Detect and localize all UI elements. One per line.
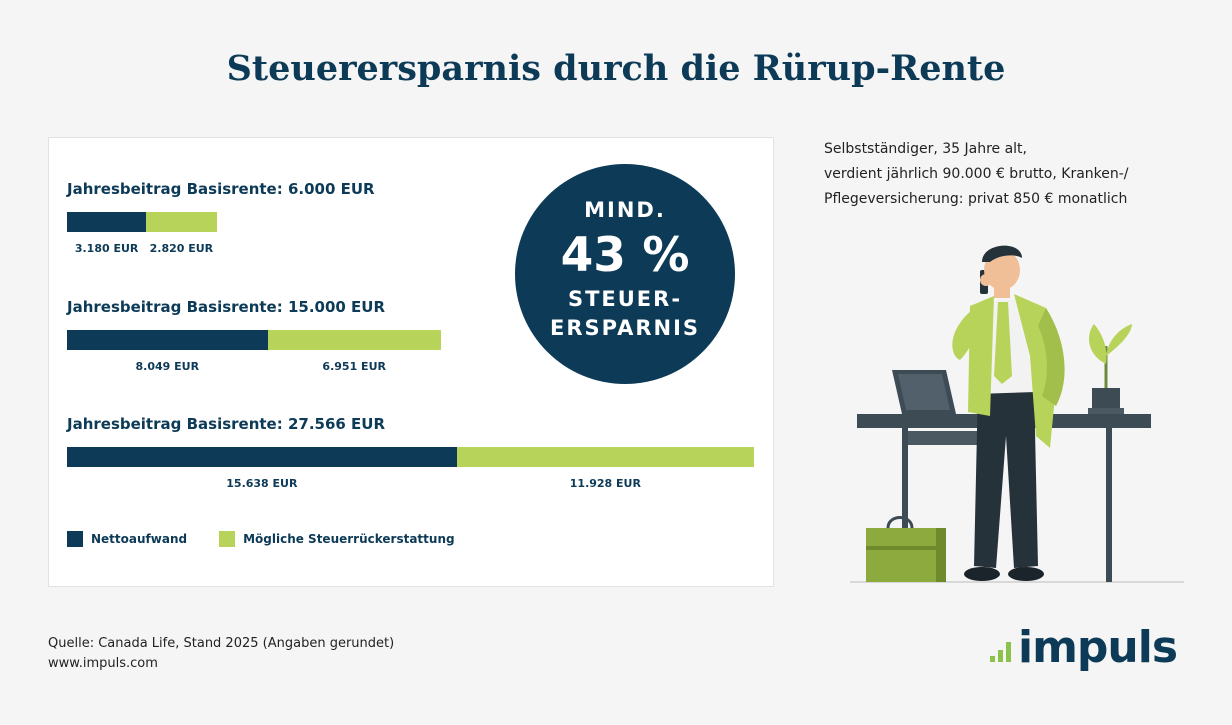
legend-swatch-nettoaufwand	[67, 531, 83, 547]
highlight-label: STEUER- ERSPARNIS	[515, 285, 735, 343]
source-note: Quelle: Canada Life, Stand 2025 (Angaben…	[48, 634, 394, 674]
bar-value-label: 3.180 EUR	[74, 242, 139, 255]
source-line: Quelle: Canada Life, Stand 2025 (Angaben…	[48, 636, 395, 651]
savings-highlight-circle: MIND. 43 % STEUER- ERSPARNIS	[515, 164, 735, 384]
bar-value-label: 11.928 EUR	[569, 477, 641, 490]
highlight-percentage: 43 %	[560, 228, 690, 283]
source-url: www.impuls.com	[48, 656, 158, 671]
bar-group-title-1: Jahresbeitrag Basisrente: 6.000 EUR	[67, 180, 375, 198]
highlight-line-steuer: STEUER-	[567, 287, 683, 311]
logo-wordmark: impuls	[1018, 622, 1178, 673]
legend-item-nettoaufwand: Nettoaufwand	[67, 531, 187, 547]
bar-segment-steuerrueckerstattung	[146, 212, 217, 232]
description-line-3: Pflegeversicherung: privat 850 € monatli…	[824, 191, 1128, 207]
description-line-2: verdient jährlich 90.000 € brutto, Krank…	[824, 166, 1129, 182]
bar-segment-nettoaufwand	[67, 330, 268, 350]
stacked-bar-1	[67, 212, 217, 232]
bar-segment-nettoaufwand	[67, 447, 457, 467]
bar-value-label: 15.638 EUR	[226, 477, 298, 490]
chart-legend: Nettoaufwand Mögliche Steuerrückerstattu…	[67, 531, 487, 547]
legend-label-steuerrueckerstattung: Mögliche Steuerrückerstattung	[243, 532, 455, 546]
logo-bars-icon	[990, 642, 1014, 662]
highlight-line-ersparnis: ERSPARNIS	[549, 316, 701, 340]
bar-segment-steuerrueckerstattung	[456, 447, 754, 467]
stacked-bar-3	[67, 447, 754, 467]
bar-segment-steuerrueckerstattung	[267, 330, 441, 350]
bar-group-title-3: Jahresbeitrag Basisrente: 27.566 EUR	[67, 415, 386, 433]
bar-value-label: 6.951 EUR	[322, 360, 386, 373]
legend-item-steuerrueckerstattung: Mögliche Steuerrückerstattung	[219, 531, 455, 547]
impuls-logo: impuls	[990, 622, 1178, 673]
legend-swatch-steuerrueckerstattung	[219, 531, 236, 547]
bar-value-label: 2.820 EUR	[149, 242, 214, 255]
description-line-1: Selbstständiger, 35 Jahre alt,	[824, 141, 1027, 157]
page-title: Steuerersparnis durch die Rürup-Rente	[226, 48, 1006, 89]
legend-label-nettoaufwand: Nettoaufwand	[91, 532, 188, 546]
bar-segment-nettoaufwand	[67, 212, 147, 232]
bar-value-label: 8.049 EUR	[135, 360, 200, 373]
bar-group-title-2: Jahresbeitrag Basisrente: 15.000 EUR	[67, 298, 386, 316]
stacked-bar-2	[67, 330, 441, 350]
businessman-at-desk-phone-icon	[850, 245, 1184, 583]
scenario-description: Selbstständiger, 35 Jahre alt, verdient …	[824, 137, 1184, 212]
highlight-line-mind: MIND.	[584, 198, 666, 222]
chart-card: Jahresbeitrag Basisrente: 6.000 EUR 3.180…	[48, 137, 774, 587]
